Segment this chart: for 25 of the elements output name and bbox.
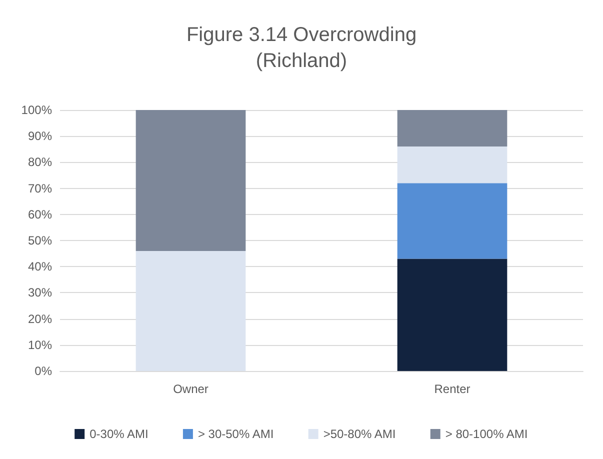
- bar: [397, 183, 508, 259]
- y-tick-label: 10%: [28, 338, 52, 352]
- legend-label: >50-80% AMI: [323, 427, 396, 441]
- y-tick-label: 30%: [28, 286, 52, 300]
- y-tick-label: 70%: [28, 181, 52, 196]
- y-tick-label: 40%: [28, 260, 52, 274]
- chart-subtitle: (Richland): [256, 50, 348, 72]
- y-tick-label: 90%: [28, 129, 52, 144]
- y-tick-label: 0%: [34, 364, 52, 378]
- y-tick-label: 50%: [28, 234, 52, 248]
- y-tick-label: 60%: [28, 207, 52, 222]
- bar: [397, 110, 508, 147]
- y-tick-label: 20%: [28, 312, 52, 326]
- bar: [397, 258, 508, 371]
- bar: [136, 110, 246, 251]
- legend-label: > 30-50% AMI: [198, 427, 274, 441]
- legend-label: 0-30% AMI: [90, 427, 148, 441]
- chart-title: Figure 3.14 Overcrowding: [186, 24, 417, 46]
- bar: [136, 250, 246, 371]
- y-tick-label: 80%: [28, 155, 52, 170]
- y-tick-label: 100%: [21, 103, 52, 117]
- legend-label: > 80-100% AMI: [445, 427, 528, 441]
- bar: [397, 146, 508, 184]
- x-tick-label: Renter: [434, 382, 470, 396]
- x-tick-label: Owner: [173, 382, 208, 396]
